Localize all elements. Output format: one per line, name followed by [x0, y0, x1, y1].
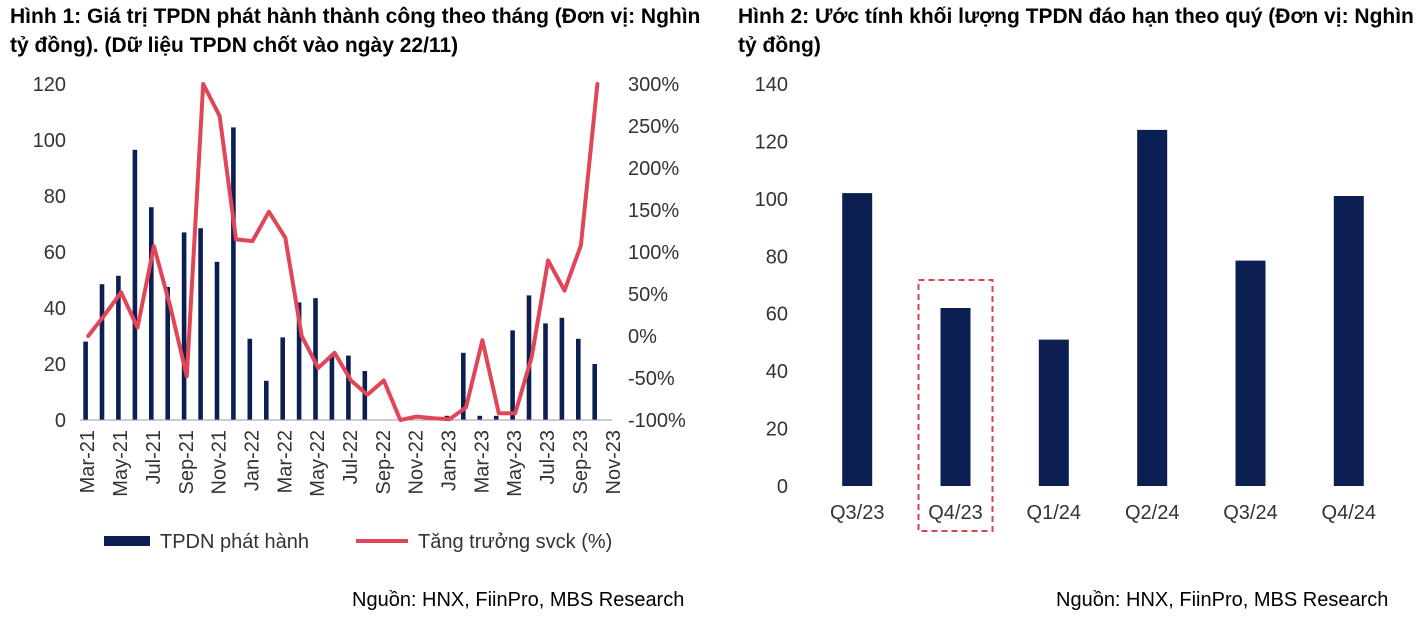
chart1-y2-tick-label: 300%: [628, 74, 679, 96]
chart1-legend-bar-swatch: [104, 536, 150, 546]
chart1-y2-tick-label: 250%: [628, 116, 679, 138]
chart1-y2-tick-label: 0%: [628, 326, 657, 348]
chart1-y-tick-label: 0: [55, 410, 66, 432]
chart1-x-tick-label: Mar-22: [274, 430, 296, 493]
chart2-source-note: Nguồn: HNX, FiinPro, MBS Research: [1056, 589, 1389, 611]
chart1-legend-bar-label: TPDN phát hành: [160, 531, 309, 553]
chart1-y2-tick-label: -100%: [628, 410, 686, 432]
chart1-title: Hình 1: Giá trị TPDN phát hành thành côn…: [10, 5, 701, 57]
chart2-y-tick-label: 20: [766, 419, 788, 441]
chart1-bar-Jul-21: [149, 207, 154, 420]
chart1-bar-Jun-23: [526, 295, 532, 420]
chart1-x-tick-label: Sep-21: [176, 430, 198, 495]
chart1-x-tick-label: Nov-21: [209, 430, 231, 494]
chart2-x-tick-label: Q4/24: [1322, 502, 1376, 524]
chart2-bar-Q4/24: [1333, 196, 1364, 486]
chart1-y-tick-label: 120: [33, 74, 66, 96]
chart1-x-tick-label: May-23: [504, 430, 526, 497]
chart1-bar-Dec-21: [231, 127, 236, 421]
chart2-bar-Q1/24: [1038, 339, 1069, 486]
chart2-y-tick-label: 100: [755, 189, 788, 211]
chart1-x-tick-label: Mar-23: [471, 430, 493, 493]
chart1-bar-Sep-21: [181, 232, 187, 420]
chart2-bar-Q3/23: [842, 193, 873, 486]
chart1-monthly-issuance: 0 20 40 60 80 100 120 -100% -50% 0% 50% 100% 150% 200…: [33, 74, 686, 553]
chart1-x-tick-label: May-22: [307, 430, 329, 497]
chart1-y-tick-label: 20: [44, 354, 66, 376]
chart2-quarterly-maturity: Q3/23 Q4/23 Q1/24 Q2/24 Q3/24 Q4/24 0 20 40 60 80 1…: [755, 74, 1376, 532]
chart1-growth-line: [86, 82, 600, 422]
chart1-bar-Mar-21: [83, 341, 88, 420]
chart2-x-tick-label: Q3/24: [1223, 502, 1277, 524]
chart1-bar-Oct-21: [198, 228, 203, 420]
chart2-y-tick-label: 80: [766, 246, 788, 268]
chart2-y-tick-label: 140: [755, 74, 788, 96]
chart1-bar-Apr-22: [296, 302, 302, 420]
chart2-y-tick-label: 40: [766, 361, 788, 383]
chart1-bar-Apr-23: [493, 415, 499, 420]
chart1-x-tick-label: May-21: [110, 430, 132, 497]
chart1-bar-Aug-21: [165, 287, 170, 420]
chart1-y2-tick-label: 100%: [628, 242, 679, 264]
chart1-bar-Apr-21: [99, 284, 105, 420]
chart2-y-tick-label: 0: [777, 476, 788, 498]
chart2-x-tick-label: Q3/23: [830, 502, 884, 524]
chart1-bar-Feb-22: [264, 380, 269, 420]
chart1-x-tick-label: Sep-22: [373, 430, 395, 495]
chart1-legend-line-label: Tăng trưởng svck (%): [418, 531, 612, 553]
chart1-y-tick-label: 80: [44, 186, 66, 208]
chart1-bar-Sep-23: [576, 338, 581, 420]
chart1-bar-Aug-23: [559, 317, 565, 420]
chart1-x-tick-label: Jan-22: [242, 430, 264, 491]
chart2-x-tick-label: Q4/23: [928, 502, 982, 524]
chart1-x-tick-label: Mar-21: [77, 430, 99, 493]
chart1-y-tick-label: 60: [44, 242, 66, 264]
chart1-bar-Feb-23: [461, 352, 466, 420]
chart1-bar-Jul-23: [543, 323, 548, 420]
chart1-x-tick-label: Jul-22: [340, 430, 362, 484]
chart1-bar-Mar-23: [477, 415, 483, 420]
chart2-y-tick-label: 120: [755, 131, 788, 153]
chart1-bar-May-21: [116, 275, 121, 420]
chart2-x-tick-label: Q1/24: [1027, 502, 1081, 524]
chart1-source-note: Nguồn: HNX, FiinPro, MBS Research: [352, 589, 685, 611]
chart1-y2-tick-label: 200%: [628, 158, 679, 180]
chart1-bar-Nov-21: [214, 261, 220, 420]
chart2-y-tick-label: 60: [766, 304, 788, 326]
chart1-bar-Mar-22: [280, 337, 285, 420]
chart1-y2-tick-label: -50%: [628, 368, 675, 390]
chart1-y2-tick-label: 50%: [628, 284, 668, 306]
chart1-bar-Jul-22: [346, 355, 351, 420]
chart1-x-tick-label: Nov-23: [603, 430, 625, 494]
chart1-bar-Jun-22: [329, 354, 335, 420]
chart1-bar-Jun-21: [132, 149, 138, 421]
chart1-bar-Oct-23: [592, 364, 597, 420]
chart1-x-tick-label: Jul-23: [537, 430, 559, 484]
chart1-bar-May-23: [510, 330, 515, 420]
chart2-title: Hình 2: Ước tính khối lượng TPDN đáo hạn…: [738, 5, 1414, 57]
chart1-y2-tick-label: 150%: [628, 200, 679, 222]
chart1-x-tick-label: Jul-21: [143, 430, 165, 484]
chart1-bar-Jan-22: [247, 338, 253, 420]
chart1-x-tick-label: Nov-22: [406, 430, 428, 494]
chart1-x-tick-label: Sep-23: [570, 430, 592, 495]
chart2-bar-Q2/24: [1137, 129, 1168, 486]
chart1-y-tick-label: 100: [33, 130, 66, 152]
chart2-bar-Q3/24: [1235, 260, 1266, 486]
chart2-x-tick-label: Q2/24: [1125, 502, 1179, 524]
chart1-bar-Aug-22: [362, 371, 368, 420]
chart1-x-tick-label: Jan-23: [439, 430, 461, 491]
chart2-highlight-box: [917, 279, 994, 532]
chart1-y-tick-label: 40: [44, 298, 66, 320]
chart2-bar-Q4/23: [940, 308, 971, 486]
